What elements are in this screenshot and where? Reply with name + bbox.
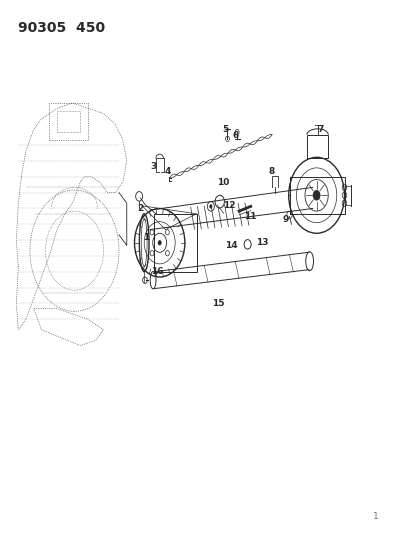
- Text: 3: 3: [151, 162, 157, 171]
- Text: 90305  450: 90305 450: [18, 21, 105, 35]
- Circle shape: [313, 190, 320, 200]
- Text: 4: 4: [164, 167, 171, 176]
- Text: 2: 2: [137, 204, 143, 213]
- Text: 11: 11: [244, 212, 257, 221]
- Circle shape: [158, 240, 162, 245]
- Text: 16: 16: [152, 267, 164, 276]
- Text: 13: 13: [256, 238, 269, 247]
- Text: 12: 12: [223, 201, 236, 211]
- Text: 15: 15: [211, 299, 224, 308]
- Text: 8: 8: [269, 167, 275, 176]
- Text: 7: 7: [317, 125, 324, 134]
- Text: 5: 5: [222, 125, 229, 134]
- Text: 1: 1: [373, 512, 378, 521]
- Text: 10: 10: [217, 177, 230, 187]
- Text: 6: 6: [232, 131, 239, 140]
- Circle shape: [209, 204, 212, 208]
- Text: 1: 1: [143, 233, 149, 242]
- Text: 14: 14: [225, 241, 238, 250]
- Text: 9: 9: [283, 214, 289, 223]
